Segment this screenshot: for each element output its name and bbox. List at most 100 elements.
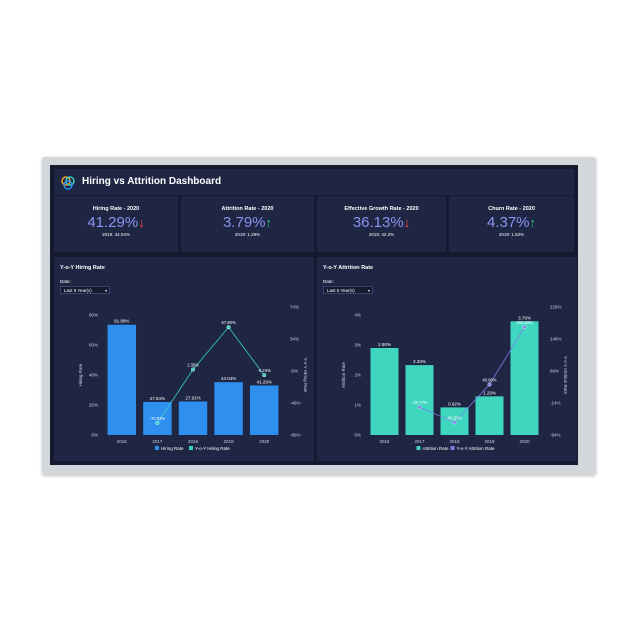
y2-tick-label: 34% (290, 337, 299, 342)
arrow-up-icon: ↑ (529, 215, 537, 230)
y2-tick-label: 74% (290, 305, 299, 310)
line-value-label: -19.77% (412, 400, 428, 405)
dashboard-title: Hiring vs Attrition Dashboard (82, 176, 222, 187)
kpi-churn-rate: Churn Rate - 2020 4.37%↑ 2019: 1.52% (449, 196, 574, 252)
legend-swatch (155, 446, 159, 450)
y2-tick-label: -94% (550, 433, 561, 438)
y2-axis-label: Y-o-Y Hiring Rate (303, 358, 308, 393)
bar (143, 401, 172, 435)
line-value-label: 40.60% (482, 378, 496, 383)
legend-label: Attrition Rate (423, 446, 450, 451)
y2-axis-label: Y-o-Y Attrition Rate (563, 356, 568, 395)
bar-value-label: 44.04% (221, 376, 236, 381)
arrow-down-icon: ↓ (138, 215, 145, 230)
bar-value-label: 2.33% (413, 359, 426, 364)
line-point (487, 382, 492, 387)
bar (214, 382, 243, 435)
line-point (262, 373, 267, 378)
bar (370, 348, 399, 435)
line-value-label: 57.80% (221, 320, 235, 325)
y-tick-label: 4% (354, 313, 361, 318)
x-tick-label: 2016 (379, 439, 390, 444)
y-tick-label: 20% (89, 403, 98, 408)
y2-tick-label: -46% (290, 401, 301, 406)
kpi-label: Effective Growth Rate - 2020 (344, 206, 419, 212)
line-value-label: 1.35% (187, 362, 199, 367)
chevron-down-icon: ▾ (104, 288, 107, 293)
arrow-down-icon: ↓ (403, 215, 411, 230)
date-filter-select[interactable]: Last 5 Year(s) ▾ (60, 286, 110, 294)
y-tick-label: 80% (89, 313, 98, 318)
x-tick-label: 2017 (414, 439, 425, 444)
dashboard-screen: Hiring vs Attrition Dashboard ⤢ Hiring R… (50, 165, 578, 465)
kpi-label: Churn Rate - 2020 (488, 206, 535, 212)
line-value-label: 193.80% (516, 320, 533, 325)
line-value-label: -60.55% (447, 415, 463, 420)
kpi-previous: 2019: 1.29% (234, 232, 261, 237)
arrow-up-icon: ↑ (265, 215, 273, 230)
date-filter-select[interactable]: Last 5 Year(s) ▾ (323, 286, 373, 294)
y-tick-label: 0% (354, 433, 361, 438)
attrition-chart: 0% 1% 2% 3% 4% -94% -14% 66% 146% 226% Attrition R… (341, 305, 568, 452)
bar-value-label: 41.29% (257, 379, 272, 384)
y2-tick-label: -86% (290, 433, 301, 438)
bar-value-label: 2.90% (378, 342, 391, 347)
kpi-label: Hiring Rate - 2020 (92, 206, 140, 212)
line-point (190, 367, 195, 372)
bar-value-label: 0.92% (448, 401, 461, 406)
kpi-hiring-rate: Hiring Rate - 2020 41.29%↓ 2019: 44.04% (54, 196, 178, 252)
line-point (155, 421, 160, 426)
hiring-chart: 0% 20% 40% 60% 80% -86% -46% -6% 34% 74% Hiring Ra… (78, 305, 308, 452)
x-tick-label: 2020 (259, 439, 270, 444)
bar (107, 324, 137, 435)
bar (475, 396, 504, 435)
y2-tick-label: 66% (550, 369, 559, 374)
x-tick-label: 2019 (484, 439, 495, 444)
bar-value-label: 27.54% (150, 396, 165, 401)
x-tick-label: 2016 (117, 439, 128, 444)
legend-label: Y-o-Y Attrition Rate (457, 446, 496, 451)
x-tick-label: 2019 (224, 439, 235, 444)
y2-tick-label: -6% (290, 369, 298, 374)
attrition-chart-panel: Y-o-Y Attrition Rate Date: Last 5 Year(s… (317, 257, 577, 461)
y-tick-label: 60% (89, 343, 98, 348)
date-filter-label: Date: (60, 279, 71, 284)
y2-tick-label: 226% (550, 305, 562, 310)
bar-value-label: 1.29% (483, 390, 496, 395)
bar-value-label: 27.91% (185, 396, 200, 401)
line-value-label: -70.03% (150, 416, 166, 421)
y-tick-label: 3% (354, 343, 361, 348)
chevron-down-icon: ▾ (367, 288, 370, 293)
y-tick-label: 2% (354, 373, 361, 378)
y-tick-label: 1% (354, 403, 361, 408)
kpi-value: 4.37%↑ (486, 214, 537, 231)
y-tick-label: 0% (91, 433, 98, 438)
x-tick-label: 2018 (449, 439, 460, 444)
panel-title: Y-o-Y Attrition Rate (323, 265, 374, 271)
x-tick-label: 2018 (188, 439, 199, 444)
dashboard-header: Hiring vs Attrition Dashboard (54, 169, 574, 195)
bar (249, 385, 279, 435)
line-value-label: -6.24% (258, 368, 272, 373)
y-axis-label: Hiring Rate (78, 363, 83, 386)
x-tick-label: 2017 (152, 439, 163, 444)
kpi-value: 41.29%↓ (87, 214, 145, 231)
kpi-value: 36.13%↓ (352, 214, 411, 231)
date-filter-value: Last 5 Year(s) (64, 288, 92, 293)
line-point (452, 420, 457, 425)
line-point (417, 405, 422, 410)
line-series (157, 326, 265, 424)
date-filter-label: Date: (323, 279, 334, 284)
kpi-previous: 2019: 44.04% (102, 232, 130, 237)
line-series (419, 326, 525, 423)
legend-swatch (189, 446, 193, 450)
bar (178, 401, 208, 435)
legend-label: Y-o-Y Hiring Rate (195, 446, 230, 451)
y2-tick-label: 146% (550, 337, 562, 342)
line-point (522, 325, 527, 330)
kpi-growth-rate: Effective Growth Rate - 2020 36.13%↓ 201… (317, 196, 446, 252)
hiring-chart-panel: Y-o-Y Hiring Rate Date: Last 5 Year(s) ▾ … (54, 257, 314, 461)
kpi-attrition-rate: Attrition Rate - 2020 3.79%↑ 2019: 1.29% (181, 196, 314, 252)
date-filter-value: Last 5 Year(s) (327, 288, 355, 293)
app-logo-icon (61, 176, 75, 190)
